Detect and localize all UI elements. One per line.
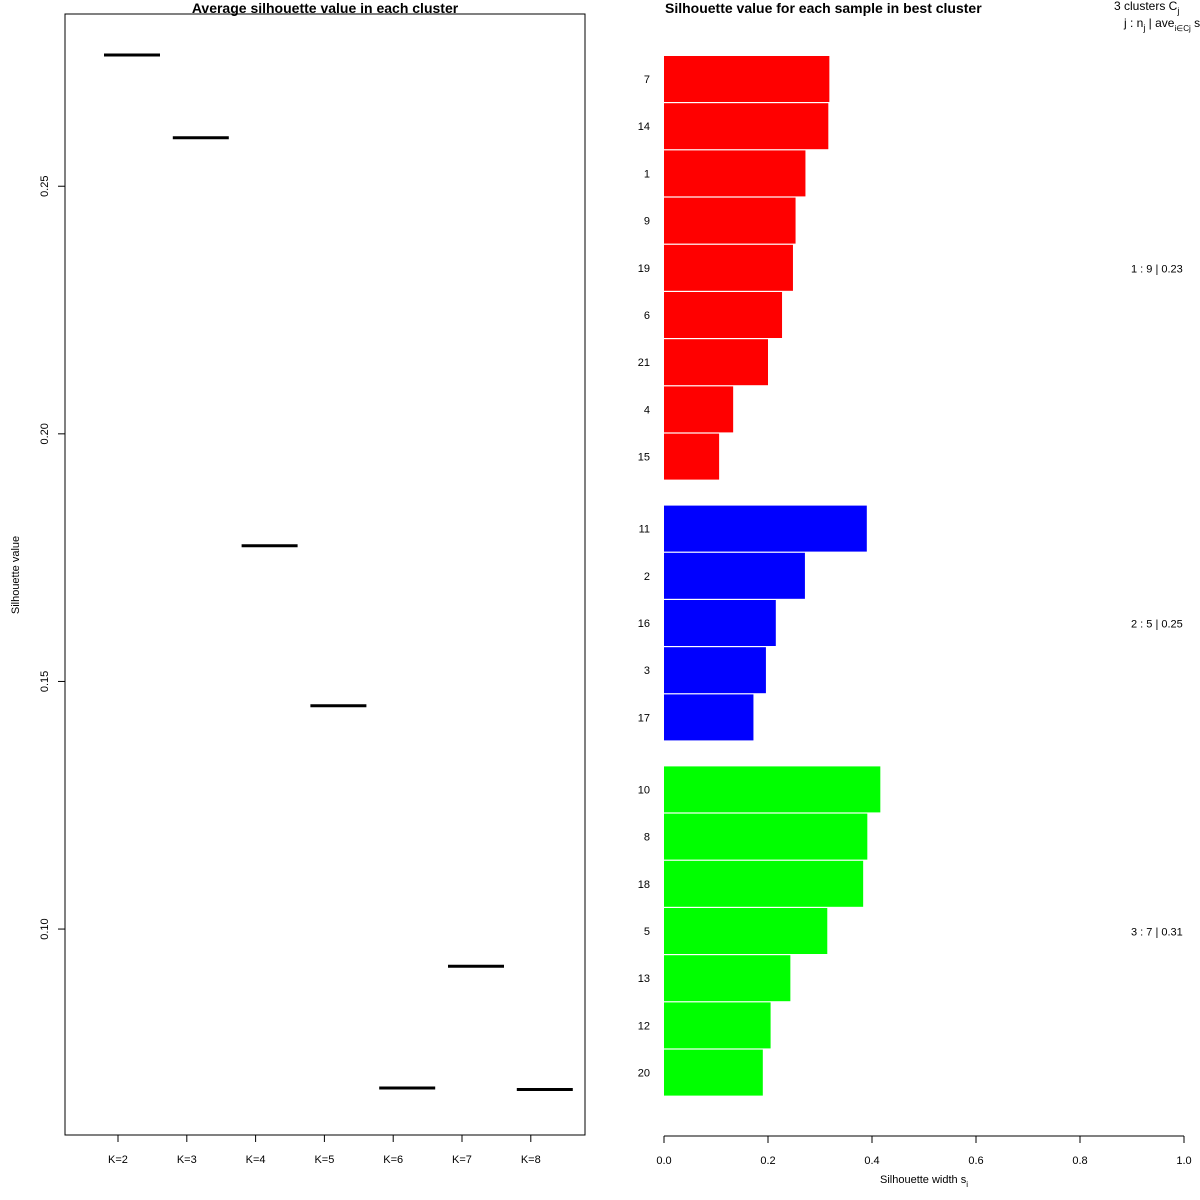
silhouette-bar	[664, 600, 776, 646]
right-x-axis-label: Silhouette width si	[880, 1174, 968, 1189]
sample-label: 18	[638, 879, 650, 891]
silhouette-bar	[664, 694, 754, 741]
silhouette-bar	[664, 339, 768, 386]
sample-label: 21	[638, 357, 650, 369]
left-x-axis: K=2 K=3 K=4 K=5 K=6 K=7 K=8	[108, 1134, 541, 1166]
silhouette-bar	[664, 150, 806, 197]
left-y-tick-label: 0.25	[39, 176, 51, 197]
cluster-header-line1: 3 clusters Cj	[1114, 0, 1179, 16]
cluster-summary-label: 1 : 9 | 0.23	[1131, 263, 1183, 275]
silhouette-bar	[664, 647, 766, 694]
silhouette-bar	[664, 103, 829, 150]
right-x-tick-label: 0.0	[656, 1155, 671, 1167]
cluster-group: 10 8 18 5 13 12 20 3 : 7 | 0.31	[638, 766, 1183, 1096]
left-x-tick-label: K=5	[314, 1154, 334, 1166]
sample-label: 4	[644, 404, 650, 416]
sample-label: 15	[638, 452, 650, 464]
sample-label: 19	[638, 263, 650, 275]
silhouette-bar	[664, 56, 830, 102]
silhouette-bar	[664, 955, 791, 1002]
sample-label: 2	[644, 571, 650, 583]
sample-label: 10	[638, 784, 650, 796]
silhouette-bar	[664, 860, 864, 907]
right-x-tick-label: 0.4	[864, 1155, 879, 1167]
sample-label: 12	[638, 1020, 650, 1032]
sample-label: 8	[644, 832, 650, 844]
left-x-tick-label: K=4	[246, 1154, 266, 1166]
sample-silhouette-panel: Silhouette value for each sample in best…	[638, 0, 1200, 1189]
silhouette-bar	[664, 1049, 763, 1096]
left-x-tick-label: K=6	[383, 1154, 403, 1166]
silhouette-bar	[664, 813, 868, 860]
sample-label: 13	[638, 973, 650, 985]
silhouette-bar	[664, 386, 734, 433]
cluster-group: 11 2 16 3 17 2 : 5 | 0.25	[638, 505, 1183, 741]
silhouette-bar	[664, 433, 720, 480]
cluster-summary-label: 2 : 5 | 0.25	[1131, 619, 1183, 631]
left-y-tick-label: 0.10	[39, 918, 51, 939]
silhouette-bar	[664, 197, 796, 244]
cluster-header-line2: j : nj | avei∈Cj si	[1123, 16, 1200, 33]
avg-silhouette-panel: Average silhouette value in each cluster…	[10, 0, 586, 1166]
left-data-marks	[104, 53, 573, 1092]
left-y-tick-label: 0.20	[39, 423, 51, 444]
sample-label: 5	[644, 926, 650, 938]
cluster-header: 3 clusters Cj j : nj | avei∈Cj si	[1114, 0, 1200, 33]
sample-label: 20	[638, 1068, 650, 1080]
left-y-axis-label: Silhouette value	[10, 536, 22, 614]
cluster-summary-label: 3 : 7 | 0.31	[1131, 927, 1183, 939]
silhouette-bar	[664, 244, 793, 291]
sample-label: 7	[644, 74, 650, 86]
silhouette-bar	[664, 292, 783, 338]
silhouette-bar	[664, 552, 805, 599]
sample-label: 1	[644, 168, 650, 180]
left-y-tick-label: 0.15	[39, 671, 51, 692]
sample-label: 14	[638, 121, 650, 133]
sample-label: 6	[644, 310, 650, 322]
silhouette-bar	[664, 766, 881, 813]
silhouette-bar	[664, 1002, 771, 1049]
sample-label: 17	[638, 712, 650, 724]
right-x-tick-label: 0.8	[1072, 1155, 1087, 1167]
sample-label: 16	[638, 618, 650, 630]
sample-label: 11	[639, 524, 650, 536]
right-chart-title: Silhouette value for each sample in best…	[665, 0, 982, 16]
sample-label: 9	[644, 216, 650, 228]
left-x-tick-label: K=3	[177, 1154, 197, 1166]
left-plot-frame	[64, 13, 586, 1136]
right-x-tick-label: 0.6	[968, 1155, 983, 1167]
right-x-tick-label: 1.0	[1176, 1155, 1191, 1167]
left-x-tick-label: K=8	[521, 1154, 541, 1166]
silhouette-bar	[664, 505, 867, 552]
left-y-axis: 0.10 0.15 0.20 0.25	[39, 176, 66, 940]
left-chart-title: Average silhouette value in each cluster	[192, 0, 459, 16]
right-x-tick-label: 0.2	[760, 1155, 775, 1167]
right-x-axis: 0.0 0.2 0.4 0.6 0.8 1.0	[656, 1135, 1192, 1167]
silhouette-bar	[664, 908, 828, 954]
sample-label: 3	[644, 665, 650, 677]
left-x-tick-label: K=2	[108, 1154, 128, 1166]
left-x-tick-label: K=7	[452, 1154, 472, 1166]
